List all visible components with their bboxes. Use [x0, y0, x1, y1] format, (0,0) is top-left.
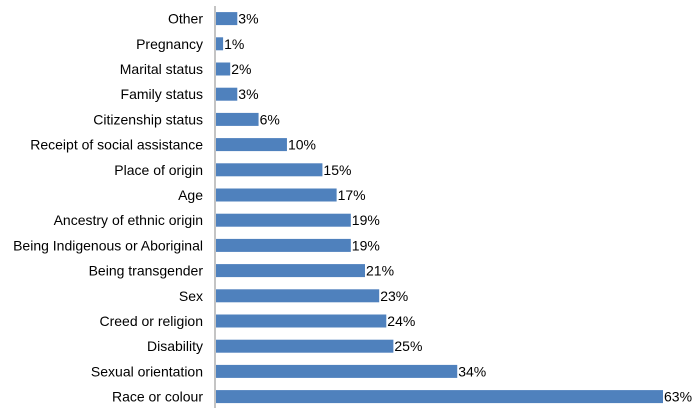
bar-race-or-colour	[216, 390, 663, 404]
bar-citizenship-status	[216, 112, 259, 126]
bar-other	[216, 12, 238, 26]
category-label-marital-status: Marital status	[120, 61, 203, 77]
category-label-place-of-origin: Place of origin	[114, 162, 203, 178]
category-label-citizenship-status: Citizenship status	[93, 111, 203, 127]
value-label-other: 3%	[238, 11, 258, 27]
category-label-ancestry-of-ethnic-origin: Ancestry of ethnic origin	[54, 212, 203, 228]
value-label-family-status: 3%	[238, 86, 258, 102]
bar-disability	[216, 339, 394, 353]
bar-age	[216, 188, 337, 202]
bar-marital-status	[216, 62, 231, 76]
category-label-age: Age	[178, 187, 203, 203]
bar-pregnancy	[216, 37, 224, 51]
bar-ancestry-of-ethnic-origin	[216, 213, 351, 227]
bar-family-status	[216, 87, 238, 101]
category-label-pregnancy: Pregnancy	[136, 36, 203, 52]
bar-place-of-origin	[216, 163, 323, 177]
value-label-age: 17%	[338, 187, 366, 203]
value-label-disability: 25%	[394, 338, 422, 354]
value-label-marital-status: 2%	[231, 61, 251, 77]
value-label-sexual-orientation: 34%	[458, 363, 486, 379]
category-label-creed-or-religion: Creed or religion	[100, 313, 204, 329]
category-label-other: Other	[168, 11, 203, 27]
bar-sexual-orientation	[216, 364, 458, 378]
category-label-disability: Disability	[147, 338, 203, 354]
category-labels-group: Other Pregnancy Marital status Family statu…	[13, 11, 203, 405]
value-label-being-transgender: 21%	[366, 263, 394, 279]
bar-being-indigenous-or-aboriginal	[216, 238, 351, 252]
category-label-being-indigenous-or-aboriginal: Being Indigenous or Aboriginal	[13, 237, 203, 253]
value-label-pregnancy: 1%	[224, 36, 244, 52]
value-label-being-indigenous-or-aboriginal: 19%	[352, 237, 380, 253]
value-label-citizenship-status: 6%	[260, 111, 280, 127]
value-label-creed-or-religion: 24%	[387, 313, 415, 329]
category-label-race-or-colour: Race or colour	[112, 389, 203, 405]
bar-creed-or-religion	[216, 314, 387, 328]
value-label-place-of-origin: 15%	[323, 162, 351, 178]
category-label-being-transgender: Being transgender	[89, 263, 204, 279]
value-labels-group: 3%1%2%3%6%10%15%17%19%19%21%23%24%25%34%…	[224, 11, 692, 405]
category-label-sexual-orientation: Sexual orientation	[91, 363, 203, 379]
category-label-sex: Sex	[179, 288, 203, 304]
category-label-family-status: Family status	[121, 86, 203, 102]
bar-being-transgender	[216, 264, 365, 278]
category-label-receipt-of-social-assistance: Receipt of social assistance	[30, 137, 203, 153]
value-label-sex: 23%	[380, 288, 408, 304]
bar-receipt-of-social-assistance	[216, 138, 287, 152]
value-label-ancestry-of-ethnic-origin: 19%	[352, 212, 380, 228]
value-label-race-or-colour: 63%	[664, 389, 692, 405]
bars-group	[216, 12, 663, 404]
value-label-receipt-of-social-assistance: 10%	[288, 137, 316, 153]
bar-sex	[216, 289, 380, 303]
